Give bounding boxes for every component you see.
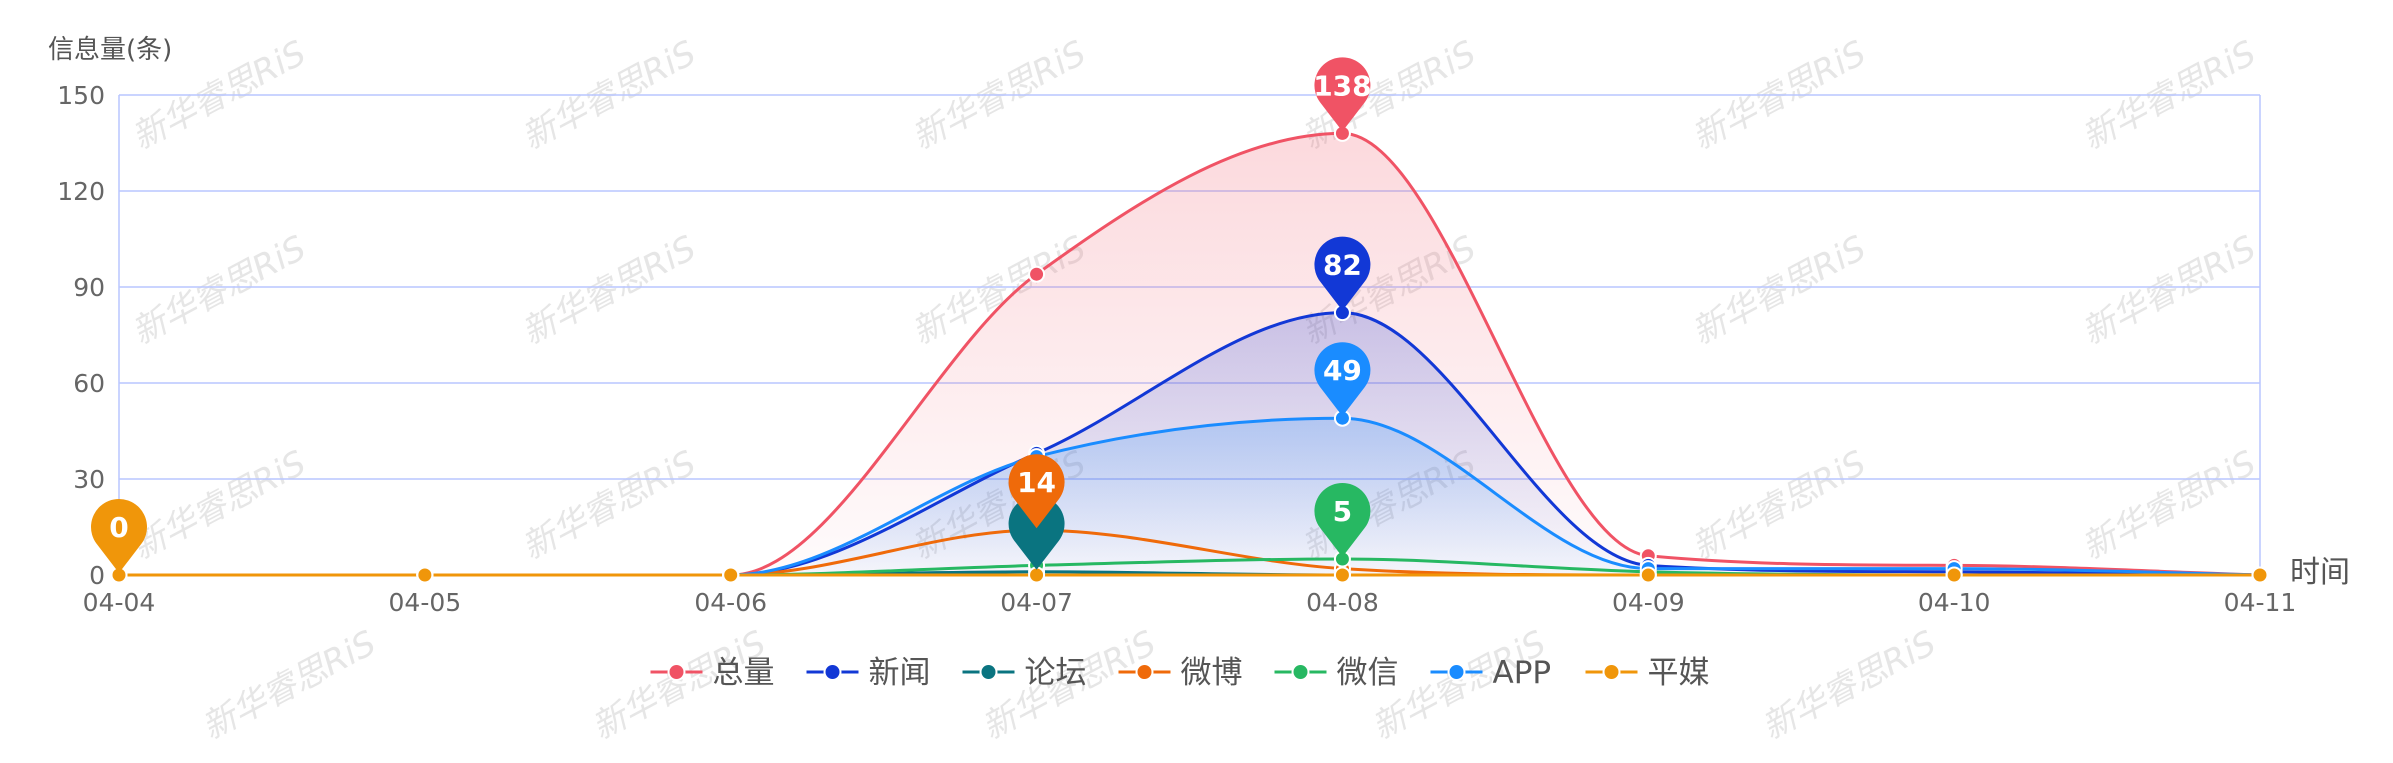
max-pin-2 xyxy=(1008,495,1065,570)
legend-label: 新闻 xyxy=(869,655,931,691)
x-axis-title: 时间 xyxy=(2290,555,2350,590)
watermark-text: 新华睿思RiS xyxy=(515,228,702,353)
series-area-0 xyxy=(119,133,2260,575)
max-pin-6: 0 xyxy=(90,499,147,573)
legend-dot-icon xyxy=(823,663,842,681)
max-pin-label: 14 xyxy=(1017,466,1056,499)
series-area-5 xyxy=(119,418,2260,575)
watermark-text: 新华睿思RiS xyxy=(195,623,382,748)
max-pin-label: 49 xyxy=(1323,354,1362,387)
watermark-text: 新华睿思RiS xyxy=(515,443,702,568)
data-point-6-6[interactable] xyxy=(1945,566,1963,584)
data-point-6-7[interactable] xyxy=(2251,566,2269,584)
watermark-text: 新华睿思RiS xyxy=(1755,623,1942,748)
x-tick-label: 04-05 xyxy=(389,588,462,617)
data-point-6-5[interactable] xyxy=(1639,566,1657,584)
data-point-0-3[interactable] xyxy=(1028,265,1046,283)
legend-label: 微博 xyxy=(1181,655,1243,691)
data-point-6-4[interactable] xyxy=(1333,566,1351,584)
max-pin-shape xyxy=(1314,57,1371,132)
legend-item-6[interactable]: 平媒 xyxy=(1585,655,1710,691)
legend-item-1[interactable]: 新闻 xyxy=(806,655,931,691)
legend-label: APP xyxy=(1493,655,1552,691)
area-layer xyxy=(119,133,2260,575)
watermark-text: 新华睿思RiS xyxy=(2075,443,2262,568)
legend-item-3[interactable]: 微博 xyxy=(1118,655,1243,691)
max-pin-shape xyxy=(90,499,147,573)
y-axis-title: 信息量(条) xyxy=(48,35,172,65)
max-pin-1: 82 xyxy=(1314,236,1371,311)
watermark-text: 新华睿思RiS xyxy=(125,228,312,353)
max-pin-label: 82 xyxy=(1323,249,1362,282)
legend-item-0[interactable]: 总量 xyxy=(650,655,775,691)
max-pin-shape xyxy=(1314,236,1371,311)
data-point-6-1[interactable] xyxy=(416,566,434,584)
x-tick-label: 04-09 xyxy=(1612,588,1685,617)
x-tick-label: 04-04 xyxy=(83,588,156,617)
line-layer xyxy=(119,131,2261,577)
legend-item-5[interactable]: APP xyxy=(1430,655,1552,691)
max-pin-label: 138 xyxy=(1313,69,1371,102)
legend-label: 平媒 xyxy=(1648,655,1710,691)
max-pin-label: 5 xyxy=(1333,495,1352,528)
pin-layer: 138 82 14 5 49 0 xyxy=(90,57,1372,573)
max-pin-5: 49 xyxy=(1314,342,1371,417)
x-tick-label: 04-08 xyxy=(1306,588,1379,617)
legend-item-4[interactable]: 微信 xyxy=(1274,655,1399,691)
y-tick-label: 60 xyxy=(73,369,105,398)
max-pin-shape xyxy=(1314,483,1371,557)
legend-label: 微信 xyxy=(1337,655,1399,691)
legend[interactable]: 总量 新闻 论坛 微博 微信 APP 平媒 xyxy=(650,655,1710,691)
legend-dot-icon xyxy=(979,663,998,681)
legend-dot-icon xyxy=(1135,663,1154,681)
max-pin-label: 0 xyxy=(109,511,128,544)
watermark-text: 新华睿思RiS xyxy=(1685,228,1872,353)
legend-item-2[interactable]: 论坛 xyxy=(962,655,1087,691)
x-tick-label: 04-11 xyxy=(2224,588,2297,617)
data-point-6-2[interactable] xyxy=(722,566,740,584)
max-pin-shape xyxy=(1008,495,1065,570)
legend-dot-icon xyxy=(1447,663,1466,681)
watermark-text: 新华睿思RiS xyxy=(125,443,312,568)
max-pin-shape xyxy=(1008,454,1065,529)
max-pin-3: 14 xyxy=(1008,454,1065,529)
x-tick-label: 04-07 xyxy=(1000,588,1073,617)
y-tick-label: 30 xyxy=(73,465,105,494)
legend-label: 总量 xyxy=(713,655,775,691)
y-tick-label: 0 xyxy=(89,561,105,590)
y-tick-label: 120 xyxy=(57,177,105,206)
max-pin-0: 138 xyxy=(1313,57,1372,132)
max-pin-shape xyxy=(1314,342,1371,417)
y-tick-label: 90 xyxy=(73,273,105,302)
watermark-text: 新华睿思RiS xyxy=(2075,228,2262,353)
watermark-text: 新华睿思RiS xyxy=(1685,443,1872,568)
legend-dot-icon xyxy=(1291,663,1310,681)
legend-label: 论坛 xyxy=(1025,655,1087,691)
y-tick-label: 150 xyxy=(57,81,105,110)
legend-dot-icon xyxy=(1602,663,1621,681)
max-pin-4: 5 xyxy=(1314,483,1371,557)
x-tick-label: 04-06 xyxy=(694,588,767,617)
x-tick-label: 04-10 xyxy=(1918,588,1991,617)
legend-dot-icon xyxy=(667,663,686,681)
